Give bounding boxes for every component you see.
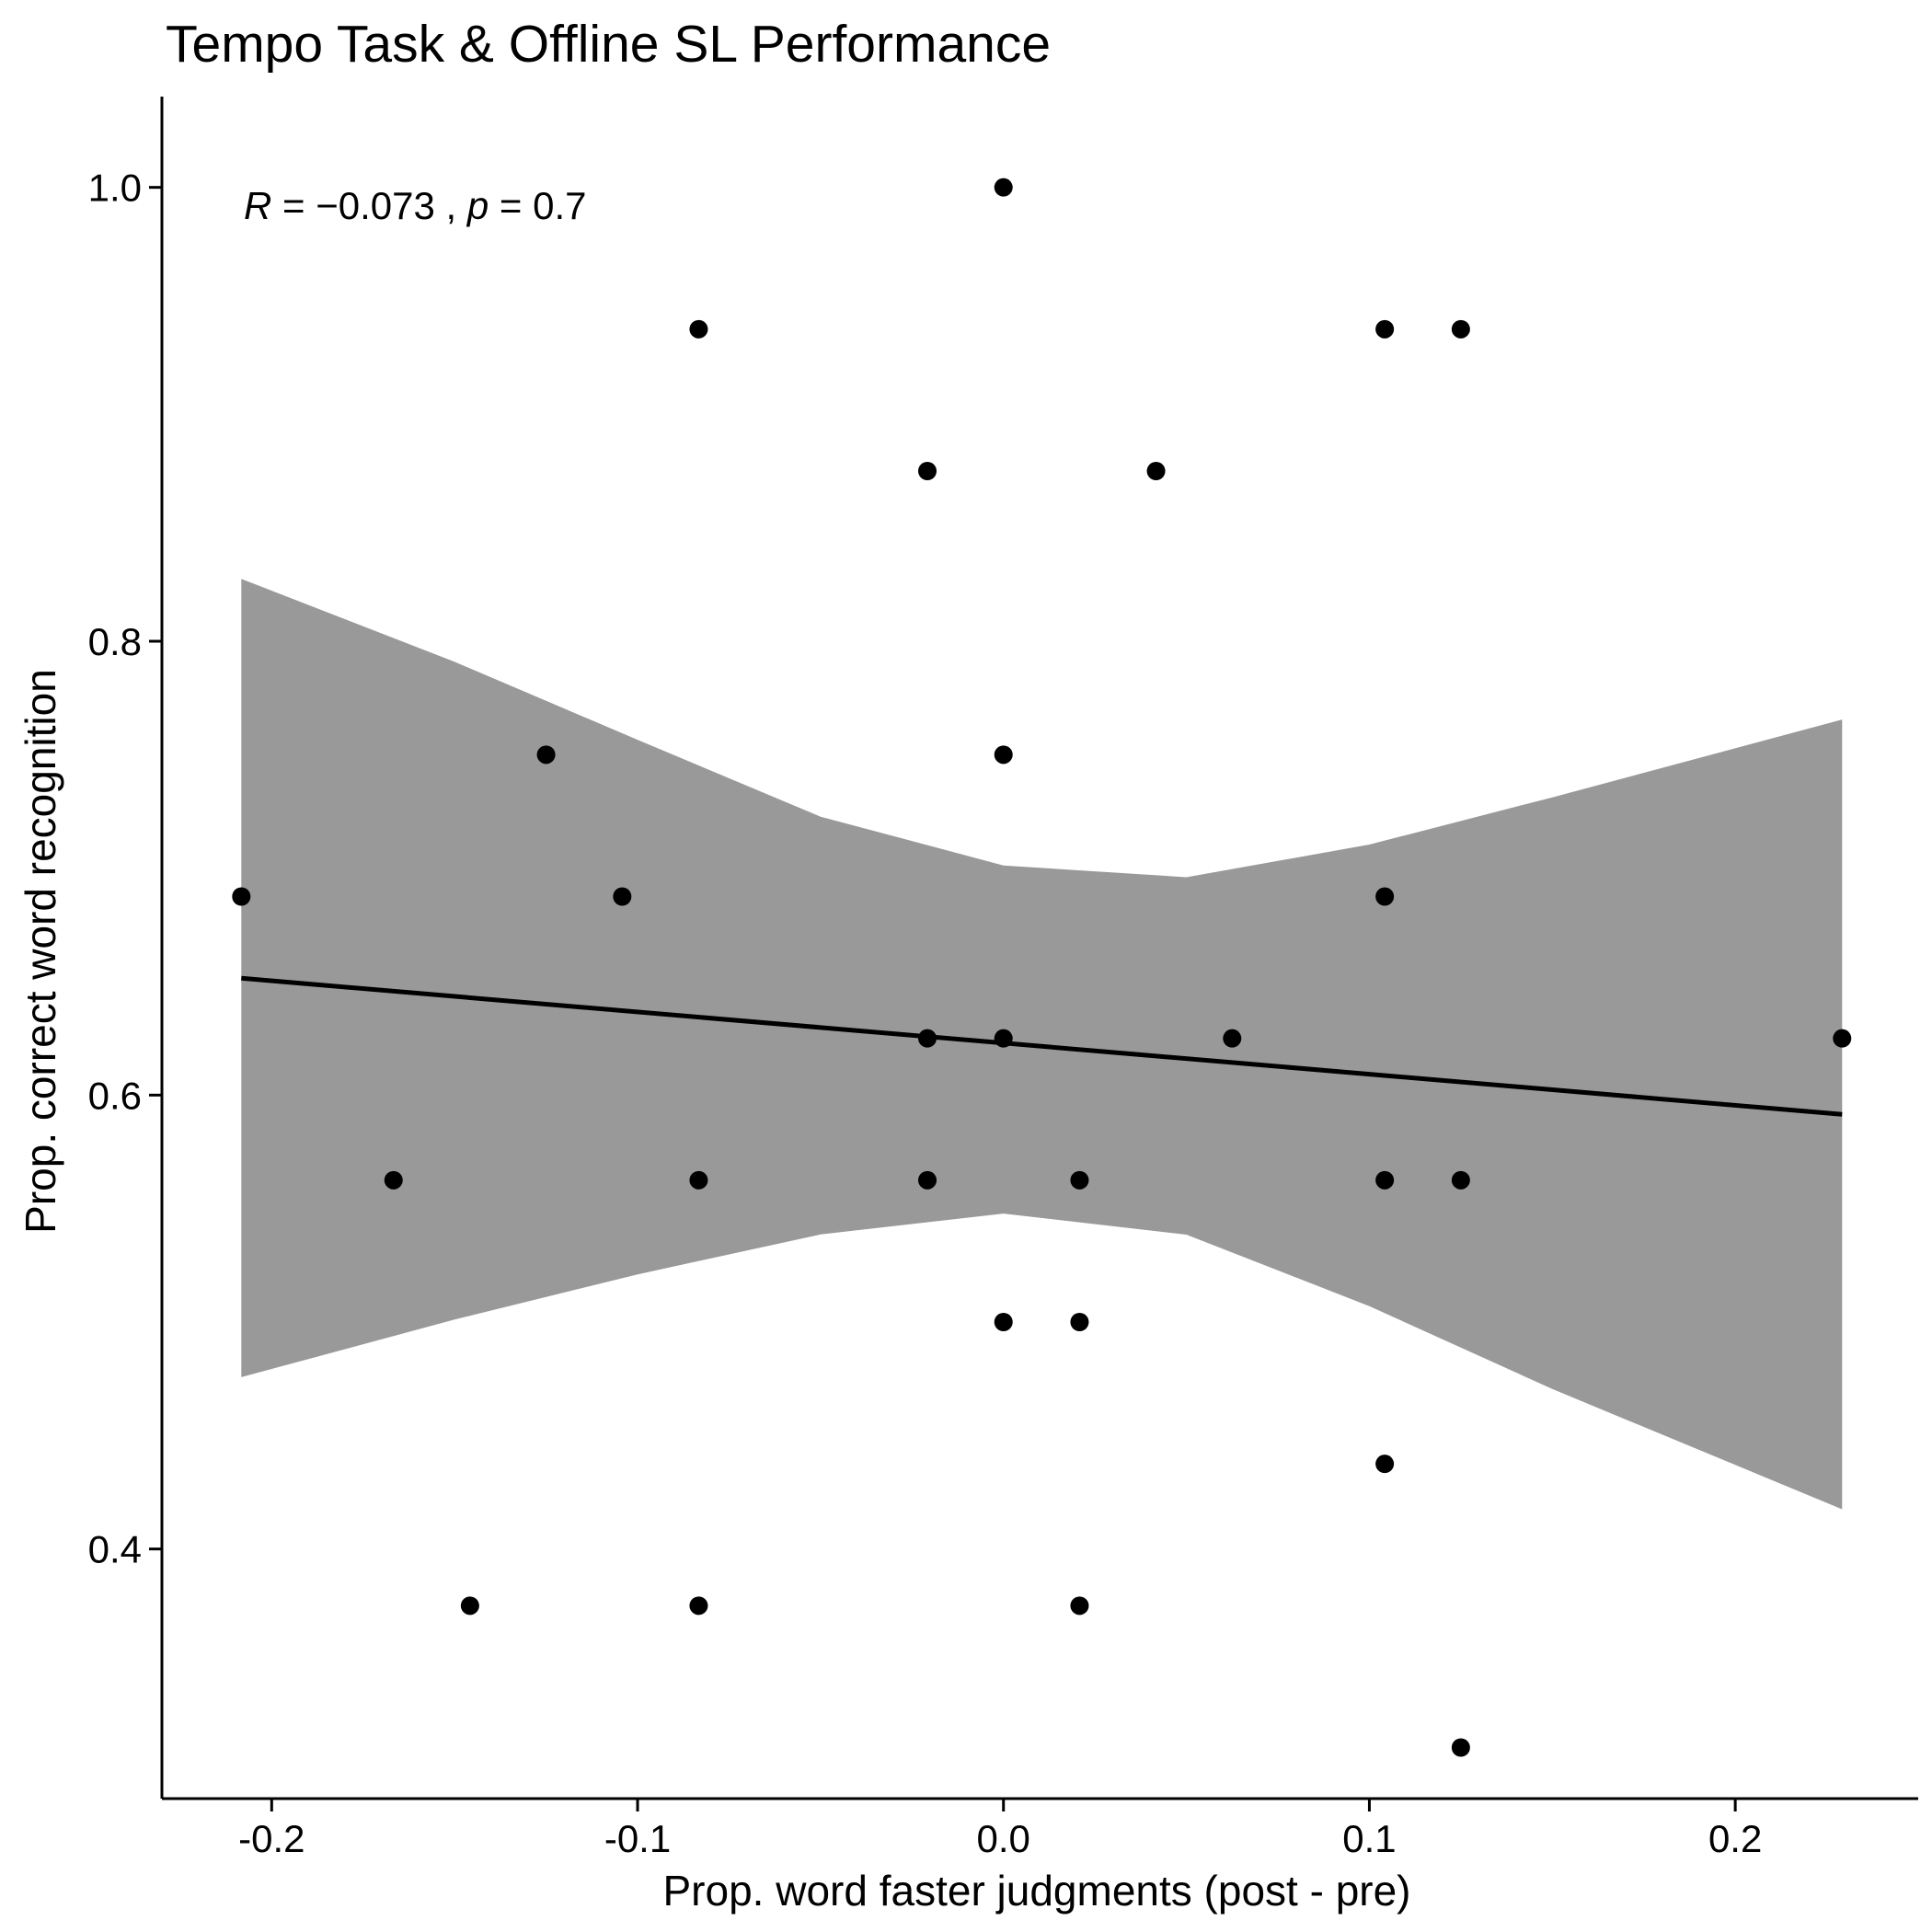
x-tick-label: -0.1 <box>604 1817 671 1860</box>
x-axis-ticks: -0.2 -0.1 0.0 0.1 0.2 <box>238 1799 1762 1860</box>
plot-area <box>232 178 1852 1757</box>
x-tick-label: 0.1 <box>1342 1817 1396 1860</box>
data-point <box>536 745 556 765</box>
data-point <box>994 745 1013 765</box>
data-point <box>1070 1170 1089 1190</box>
data-point <box>1375 1455 1395 1474</box>
chart-title: Tempo Task & Offline SL Performance <box>166 15 1051 74</box>
y-tick-label: 1.0 <box>88 167 142 210</box>
data-point <box>232 887 251 906</box>
data-point <box>460 1596 479 1616</box>
y-tick-label: 0.6 <box>88 1074 142 1117</box>
data-point <box>1451 1738 1470 1757</box>
data-point <box>689 319 708 339</box>
data-point <box>994 1313 1013 1331</box>
data-point <box>689 1170 708 1190</box>
data-point <box>384 1170 403 1190</box>
x-tick-label: 0.0 <box>977 1817 1030 1860</box>
y-axis-label: Prop. correct word recognition <box>17 669 64 1234</box>
data-points <box>232 178 1852 1757</box>
p-symbol: p <box>466 184 489 227</box>
x-tick-label: -0.2 <box>238 1817 305 1860</box>
data-point <box>1375 319 1395 339</box>
p-value: = 0.7 <box>489 184 586 227</box>
y-axis-ticks: 0.4 0.6 0.8 1.0 <box>88 167 162 1571</box>
data-point <box>994 1029 1013 1048</box>
y-tick-label: 0.4 <box>88 1528 142 1571</box>
data-point <box>918 1170 937 1190</box>
data-point <box>1375 887 1395 906</box>
data-point <box>918 462 937 480</box>
data-point <box>1451 1170 1470 1190</box>
data-point <box>1833 1029 1852 1048</box>
data-point <box>1070 1313 1089 1331</box>
r-value: = −0.073 , <box>271 184 467 227</box>
r-symbol: R <box>244 184 271 227</box>
data-point <box>994 178 1013 197</box>
correlation-annotation: R = −0.073 , p = 0.7 <box>244 184 586 227</box>
data-point <box>613 887 632 906</box>
data-point <box>1070 1596 1089 1616</box>
x-tick-label: 0.2 <box>1708 1817 1762 1860</box>
x-axis-label: Prop. word faster judgments (post - pre) <box>663 1867 1411 1915</box>
data-point <box>689 1596 708 1616</box>
data-point <box>918 1029 937 1048</box>
y-tick-label: 0.8 <box>88 620 142 663</box>
data-point <box>1146 462 1166 480</box>
regression-line <box>241 975 1843 1117</box>
data-point <box>1223 1029 1242 1048</box>
data-point <box>1451 319 1470 339</box>
data-point <box>1375 1170 1395 1190</box>
